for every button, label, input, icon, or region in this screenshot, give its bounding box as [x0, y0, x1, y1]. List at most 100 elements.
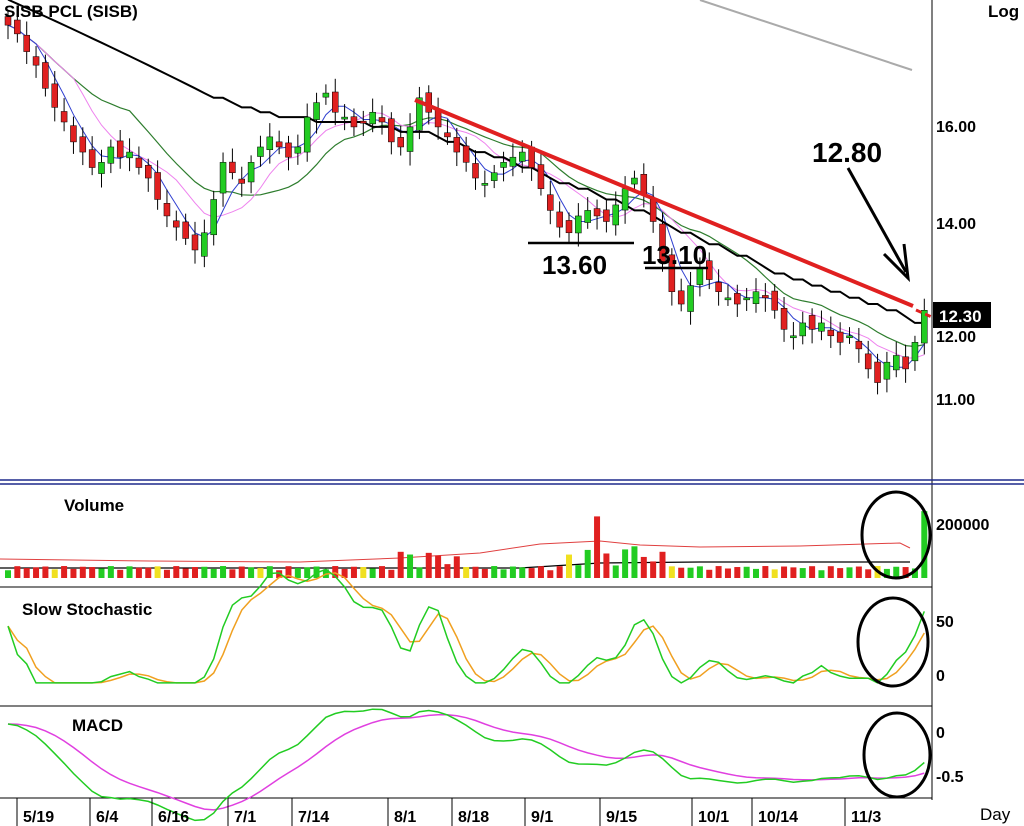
candle-body — [836, 331, 844, 343]
candle-body — [60, 111, 68, 123]
stochastic-label: Slow Stochastic — [22, 600, 152, 619]
volume-bar — [612, 565, 619, 578]
x-tick-label: 8/18 — [458, 809, 489, 826]
target-annotation: 12.80 — [812, 137, 882, 168]
volume-bar — [556, 566, 563, 578]
volume-bar — [883, 568, 890, 578]
volume-bar — [528, 568, 535, 578]
macd-panel — [7, 708, 925, 822]
candle-body — [481, 183, 489, 186]
x-tick-label: 6/4 — [96, 809, 118, 826]
volume-bar — [855, 566, 862, 578]
scale-label: Log — [988, 2, 1019, 21]
x-tick-label: 6/16 — [158, 809, 189, 826]
volume-bar — [341, 568, 348, 578]
volume-bar — [70, 568, 77, 578]
candle-body — [575, 215, 582, 234]
volume-bar — [14, 566, 21, 578]
volume-bar — [350, 566, 357, 578]
volume-bar — [360, 567, 367, 578]
candle-body — [649, 199, 657, 222]
candle-body — [154, 172, 161, 200]
support-annotation: 13.10 — [642, 240, 707, 270]
volume-bar — [388, 569, 395, 578]
volume-bar — [61, 566, 68, 578]
volume-bar — [248, 567, 255, 578]
volume-bar — [201, 566, 208, 578]
candle-body — [350, 116, 358, 128]
volume-bar — [192, 567, 198, 578]
volume-bar — [425, 552, 432, 578]
red-trendline-extension — [915, 308, 935, 320]
volume-bar — [911, 568, 918, 578]
volume-bar — [444, 564, 451, 578]
stochastic-circle — [856, 596, 930, 688]
candle-body — [509, 156, 517, 167]
candle-body — [201, 232, 208, 257]
candle-body — [519, 151, 526, 162]
volume-bar — [397, 551, 404, 578]
volume-bar — [51, 569, 58, 578]
candle-body — [462, 145, 470, 163]
candle-body — [332, 91, 339, 113]
candle-body — [303, 116, 311, 153]
volume-bar — [481, 568, 488, 578]
volume-bar — [799, 568, 806, 578]
candle-body — [631, 177, 638, 185]
volume-bar — [145, 567, 152, 578]
volume-bar — [173, 566, 180, 578]
candle-body — [490, 172, 498, 181]
candle-body — [388, 118, 395, 143]
candle-body — [434, 110, 442, 128]
x-tick-label: 8/1 — [394, 809, 416, 826]
volume-bar — [762, 566, 769, 578]
volume-bar — [379, 566, 385, 578]
price-tick-label: 12.00 — [936, 329, 976, 346]
volume-bar — [827, 566, 834, 578]
volume-bar — [753, 568, 759, 578]
volume-bar — [89, 567, 96, 578]
macd-line — [7, 708, 925, 822]
candle-body — [42, 62, 49, 89]
macd-tick-label: -0.5 — [936, 769, 964, 786]
volume-bar — [453, 556, 460, 578]
arrow-shaft — [846, 167, 908, 273]
x-tick-label: 9/1 — [531, 809, 553, 826]
candle-body — [696, 267, 704, 285]
macd-circle — [862, 711, 932, 799]
candle-body — [444, 132, 451, 138]
candle-body — [734, 293, 741, 305]
stochastic-k-line — [7, 568, 925, 684]
candle-body — [107, 146, 115, 164]
candle-body — [911, 342, 919, 362]
volume-bar — [678, 567, 685, 578]
candle-body — [677, 290, 685, 305]
candle-body — [855, 340, 863, 350]
candle-body — [874, 361, 881, 383]
volume-bar — [416, 567, 423, 578]
candle-body — [397, 137, 404, 148]
candle-body — [668, 254, 676, 292]
volume-bar — [463, 567, 470, 578]
support-annotation: 13.60 — [542, 250, 607, 280]
x-tick-label: 11/3 — [851, 809, 881, 826]
volume-bar — [210, 568, 217, 578]
volume-bar — [771, 569, 778, 578]
candle-body — [275, 141, 283, 148]
volume-bar — [724, 568, 731, 578]
x-tick-label: 10/14 — [758, 809, 798, 826]
volume-bar — [117, 569, 124, 578]
volume-bar — [650, 561, 657, 578]
x-tick-label: 7/14 — [298, 809, 329, 826]
volume-bar — [893, 566, 900, 578]
candle-body — [659, 223, 666, 262]
candle-body — [640, 174, 648, 195]
volume-bar — [781, 566, 788, 578]
volume-circle — [860, 490, 932, 580]
volume-bar — [594, 516, 601, 578]
candle-body — [210, 199, 217, 236]
volume-bar — [715, 566, 722, 578]
candle-body — [51, 83, 58, 108]
x-tick-label: 10/1 — [698, 809, 729, 826]
